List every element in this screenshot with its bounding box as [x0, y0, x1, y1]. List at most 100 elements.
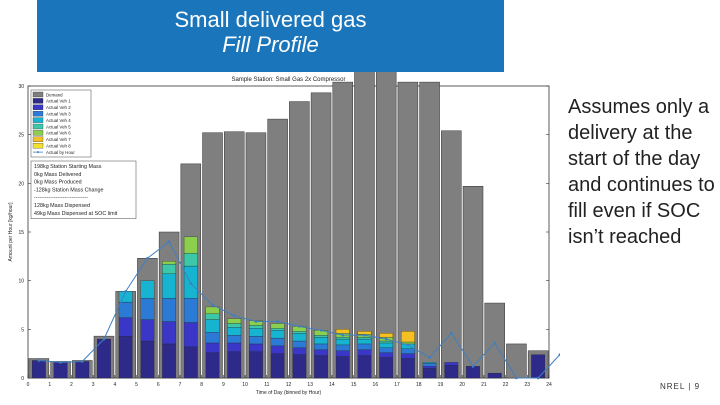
actual-veh-bar	[118, 301, 133, 318]
x-axis-label: Time of Day (binned by Hour)	[256, 390, 322, 396]
actual-by-hour-point	[384, 337, 388, 341]
x-tick-label: 20	[459, 382, 465, 388]
y-tick-label: 0	[21, 376, 24, 382]
actual-by-hour-point	[232, 314, 236, 318]
actual-veh-bar	[249, 328, 263, 337]
assumption-note: Assumes only a delivery at the start of …	[568, 96, 715, 248]
demand-bar	[484, 302, 505, 379]
actual-veh-bar	[227, 323, 242, 328]
actual-veh-bar	[357, 343, 372, 350]
actual-by-hour-point	[471, 365, 475, 368]
plot-frame	[27, 85, 550, 379]
actual-by-hour-point	[211, 303, 214, 307]
x-tick-label: 0	[27, 382, 30, 388]
actual-veh-bar	[183, 322, 198, 348]
actual-by-hour-point	[37, 359, 41, 362]
actual-by-hour-point	[493, 341, 497, 345]
actual-veh-bar	[140, 340, 155, 379]
actual-veh-bar	[314, 349, 328, 356]
actual-veh-bar	[227, 327, 242, 336]
annotation-line: ------------------------------	[34, 195, 88, 201]
actual-veh-bar	[205, 352, 220, 379]
x-tick-label: 9	[222, 382, 225, 388]
actual-veh-bar	[314, 343, 328, 350]
actual-veh-bar	[270, 323, 285, 329]
actual-veh-bar	[249, 335, 263, 345]
legend-swatch	[32, 104, 44, 110]
actual-by-hour-point	[189, 282, 193, 285]
x-tick-label: 17	[394, 382, 400, 388]
actual-by-hour-point	[80, 360, 84, 363]
actual-veh-bar	[357, 338, 372, 345]
actual-veh-bar	[292, 331, 307, 334]
actual-veh-bar	[357, 331, 372, 335]
actual-veh-bar	[118, 317, 133, 337]
x-tick-label: 1	[48, 382, 51, 388]
actual-veh-bar	[183, 265, 198, 299]
actual-by-hour-point	[167, 240, 171, 244]
x-tick-label: 12	[286, 382, 292, 388]
legend-label: Actual Veh 4	[46, 118, 71, 123]
actual-veh-bar	[205, 332, 220, 344]
actual-veh-bar	[335, 344, 350, 351]
actual-veh-bar	[335, 350, 350, 357]
actual-veh-bar	[335, 356, 350, 379]
y-tick-label: 30	[18, 84, 24, 90]
slide-title-box: Small delivered gas Fill Profile	[37, 0, 504, 72]
actual-veh-bar	[53, 362, 68, 379]
actual-veh-bar	[357, 349, 372, 356]
slide-subtitle: Fill Profile	[222, 32, 319, 57]
actual-veh-bar	[292, 333, 307, 342]
x-tick-label: 5	[135, 382, 138, 388]
actual-veh-bar	[379, 347, 394, 353]
fill-profile-chart: Sample Station: Small Gas 2x Compressor 0…	[8, 72, 560, 396]
actual-veh-bar	[140, 298, 155, 320]
chart-title: Sample Station: Small Gas 2x Compressor	[231, 77, 345, 83]
actual-veh-bar	[314, 336, 328, 345]
actual-by-hour-point	[146, 256, 149, 260]
y-tick-label: 20	[18, 181, 24, 187]
y-tick-label: 15	[18, 230, 24, 236]
legend-swatch	[32, 91, 44, 98]
legend-swatch	[32, 143, 44, 149]
x-tick-label: 11	[264, 382, 269, 388]
actual-veh-bar	[162, 343, 176, 379]
x-tick-label: 10	[242, 382, 248, 388]
annotation-box	[30, 160, 137, 219]
actual-veh-bar	[205, 313, 220, 320]
y-tick-label: 25	[18, 133, 24, 139]
legend-label: Actual Veh 1	[46, 99, 71, 104]
legend-swatch	[32, 130, 44, 136]
actual-veh-bar	[444, 362, 459, 366]
actual-veh-bar	[75, 361, 90, 379]
annotation-line: 49kg Mass Dispensed at SOC limit	[34, 211, 118, 217]
actual-by-hour-point	[558, 353, 560, 356]
actual-veh-bar	[379, 352, 394, 358]
actual-veh-bar	[183, 298, 198, 323]
x-tick-label: 15	[351, 382, 357, 388]
legend-swatch	[32, 123, 44, 130]
actual-veh-bar	[357, 336, 372, 340]
actual-by-hour-point	[59, 361, 62, 364]
x-tick-label: 4	[113, 382, 116, 388]
actual-by-hour-point	[124, 290, 127, 293]
actual-veh-bar	[531, 354, 546, 379]
actual-veh-bar	[162, 298, 176, 322]
actual-by-hour-point	[298, 325, 301, 328]
actual-veh-bar	[270, 328, 285, 331]
actual-by-hour-point	[102, 337, 106, 341]
actual-veh-bar	[183, 236, 198, 254]
x-tick-label: 3	[92, 382, 95, 388]
actual-veh-bar	[270, 345, 285, 354]
actual-veh-bar	[487, 372, 502, 379]
annotation-line: 198kg Station Starting Mass	[34, 164, 102, 170]
actual-veh-bar	[227, 351, 242, 379]
annotation-line: 0kg Mass Delivered	[34, 172, 81, 178]
actual-veh-bar	[97, 338, 111, 379]
actual-veh-bar	[422, 366, 437, 369]
actual-veh-bar	[249, 325, 263, 329]
actual-veh-bar	[422, 368, 437, 379]
x-tick-label: 16	[373, 382, 379, 388]
actual-veh-bar	[118, 335, 133, 379]
x-tick-label: 19	[438, 382, 444, 388]
